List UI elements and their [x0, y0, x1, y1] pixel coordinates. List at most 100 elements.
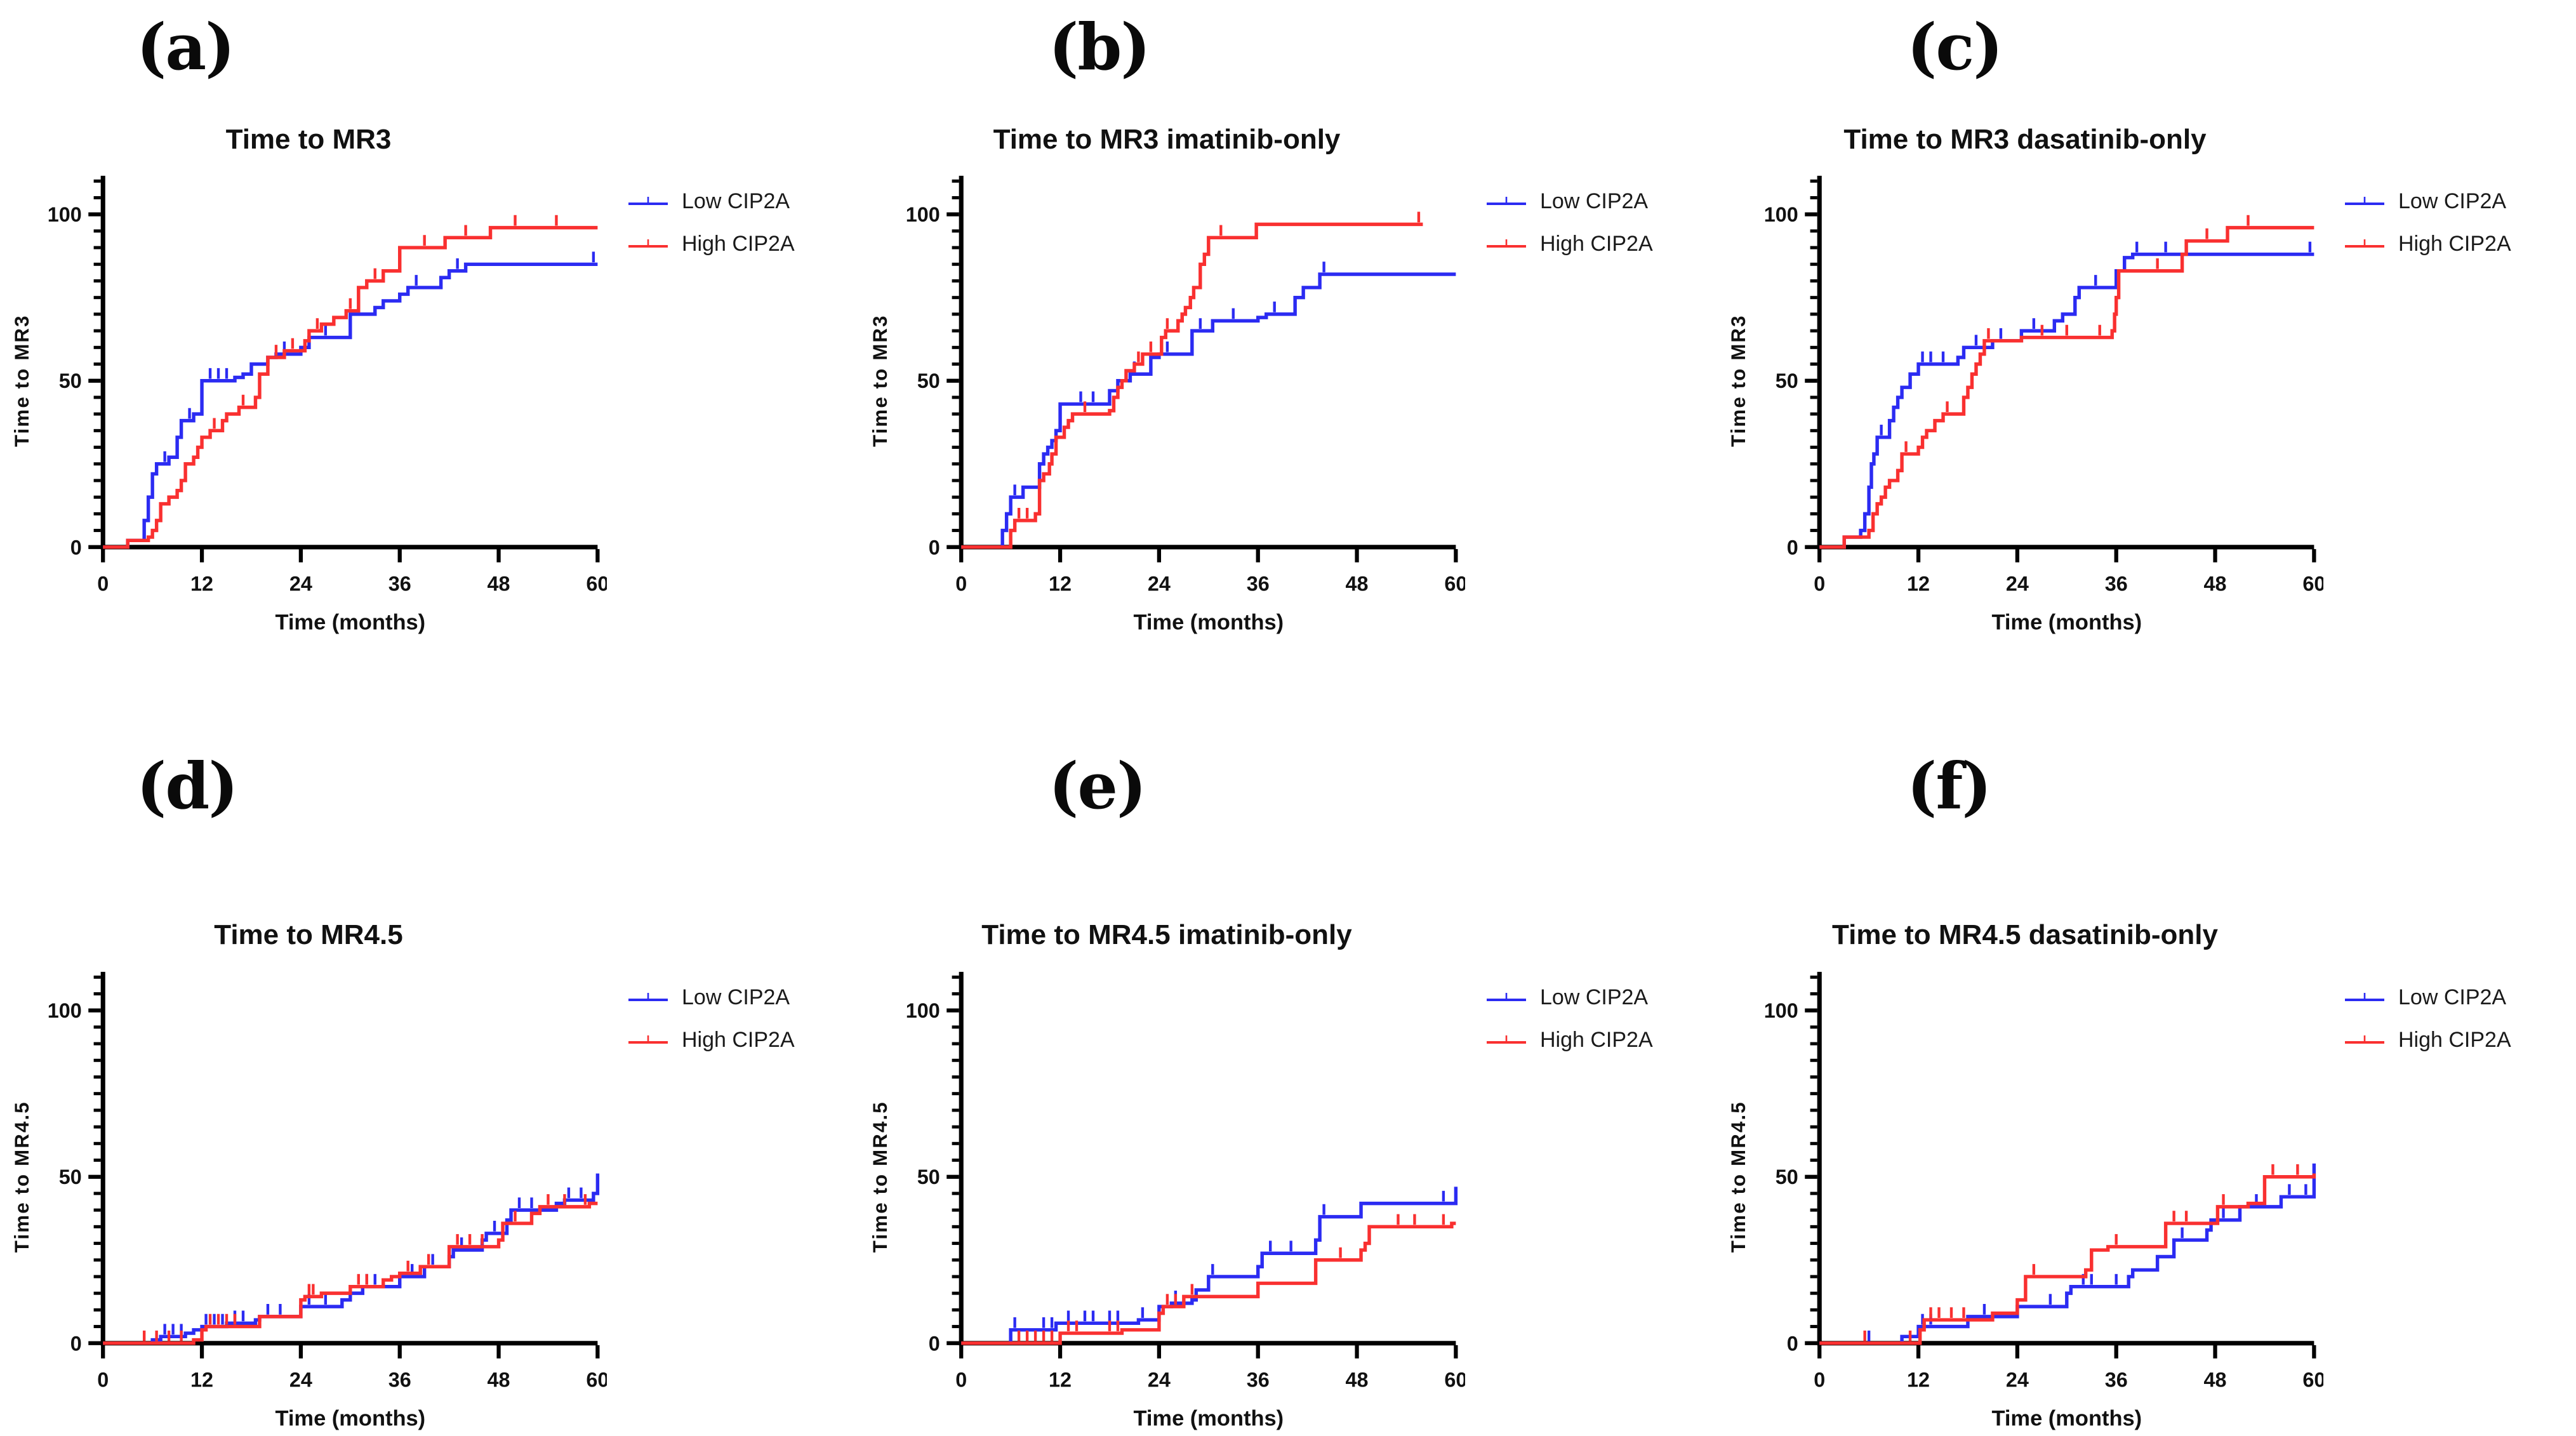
- legend-item-high: High CIP2A: [2344, 1028, 2511, 1053]
- svg-text:48: 48: [1346, 1369, 1369, 1392]
- svg-text:12: 12: [1907, 573, 1930, 595]
- svg-text:Time to MR4.5: Time to MR4.5: [869, 1101, 891, 1253]
- svg-text:Time (months): Time (months): [1991, 610, 2142, 634]
- svg-text:Time to MR4.5: Time to MR4.5: [1727, 1101, 1749, 1253]
- svg-text:50: 50: [1776, 369, 1798, 392]
- km-chart-d: 0 12 24 36 48 60 0 50 100 Time (months) Time to MR…: [11, 971, 607, 1430]
- panel-letter-e: (e): [1049, 748, 1146, 823]
- km-chart-f: 0 12 24 36 48 60 0 50 100 Time (months) Time to MR…: [1727, 971, 2323, 1430]
- svg-text:36: 36: [2105, 573, 2128, 595]
- svg-text:0: 0: [97, 573, 109, 595]
- svg-text:100: 100: [1764, 999, 1798, 1022]
- legend-label-high: High CIP2A: [1540, 232, 1653, 256]
- svg-text:100: 100: [48, 999, 82, 1022]
- svg-text:60: 60: [2302, 573, 2323, 595]
- km-chart-c: 0 12 24 36 48 60 0 50 100 Time (months) Time to MR…: [1727, 175, 2323, 634]
- legend-item-high: High CIP2A: [627, 232, 795, 256]
- high-cip2a-line-marker-icon: [2345, 1035, 2384, 1044]
- legend-item-high: High CIP2A: [1485, 232, 1653, 256]
- chart-title-a: Time to MR3: [225, 124, 392, 155]
- legend-label-low: Low CIP2A: [682, 189, 790, 213]
- legend-item-low: Low CIP2A: [2344, 985, 2511, 1010]
- panel-d: (d) Time to MR4.5 0 12 24 36 48 60 0 50 100 Time …: [0, 674, 858, 1431]
- legend-c: Low CIP2A High CIP2A: [2344, 189, 2511, 256]
- low-cip2a-line-marker-icon: [1487, 196, 1526, 205]
- legend-item-low: Low CIP2A: [1485, 985, 1653, 1010]
- legend-label-high: High CIP2A: [682, 1028, 795, 1052]
- panel-letter-a: (a): [136, 10, 235, 84]
- chart-title-b: Time to MR3 imatinib-only: [993, 124, 1341, 155]
- legend-item-low: Low CIP2A: [1485, 189, 1653, 214]
- svg-text:100: 100: [48, 203, 82, 226]
- chart-title-e: Time to MR4.5 imatinib-only: [981, 919, 1352, 950]
- legend-label-low: Low CIP2A: [1540, 985, 1649, 1009]
- chart-title-d: Time to MR4.5: [214, 919, 403, 950]
- svg-text:Time (months): Time (months): [1133, 1406, 1284, 1430]
- svg-text:60: 60: [586, 1369, 607, 1392]
- svg-text:Time to MR3: Time to MR3: [1727, 314, 1749, 447]
- svg-text:Time (months): Time (months): [1133, 610, 1284, 634]
- svg-text:50: 50: [917, 369, 940, 392]
- panel-letter-f: (f): [1907, 748, 1992, 823]
- svg-text:100: 100: [906, 203, 940, 226]
- svg-text:24: 24: [1148, 573, 1171, 595]
- svg-text:36: 36: [388, 573, 411, 595]
- legend-f: Low CIP2A High CIP2A: [2344, 985, 2511, 1053]
- km-chart-a: 0 12 24 36 48 60 0 50 100 Time (months) Time to MR…: [11, 175, 607, 634]
- low-cip2a-line-marker-icon: [2345, 196, 2384, 205]
- km-chart-e: 0 12 24 36 48 60 0 50 100 Time (months) Time to MR…: [869, 971, 1465, 1430]
- svg-text:24: 24: [2006, 573, 2029, 595]
- panel-letter-d: (d): [136, 748, 239, 823]
- svg-text:24: 24: [1148, 1369, 1171, 1392]
- svg-text:0: 0: [929, 536, 940, 559]
- svg-text:48: 48: [488, 573, 510, 595]
- svg-text:Time (months): Time (months): [1991, 1406, 2142, 1430]
- svg-text:0: 0: [97, 1369, 109, 1392]
- svg-text:48: 48: [488, 1369, 510, 1392]
- svg-text:36: 36: [1247, 573, 1270, 595]
- svg-text:48: 48: [2204, 573, 2227, 595]
- svg-text:0: 0: [955, 573, 967, 595]
- svg-text:60: 60: [586, 573, 607, 595]
- svg-text:36: 36: [2105, 1369, 2128, 1392]
- svg-text:50: 50: [1776, 1166, 1798, 1188]
- legend-d: Low CIP2A High CIP2A: [627, 985, 795, 1053]
- svg-text:50: 50: [917, 1166, 940, 1188]
- legend-item-low: Low CIP2A: [627, 189, 795, 214]
- svg-text:24: 24: [289, 573, 312, 595]
- high-cip2a-line-marker-icon: [628, 239, 668, 248]
- svg-text:48: 48: [2204, 1369, 2227, 1392]
- svg-text:Time (months): Time (months): [275, 610, 425, 634]
- high-cip2a-line-marker-icon: [1487, 239, 1526, 248]
- svg-text:60: 60: [1444, 573, 1465, 595]
- svg-text:0: 0: [1814, 573, 1825, 595]
- legend-item-high: High CIP2A: [627, 1028, 795, 1053]
- svg-text:0: 0: [929, 1332, 940, 1355]
- panel-letter-b: (b): [1049, 10, 1151, 84]
- svg-text:Time (months): Time (months): [275, 1406, 425, 1430]
- svg-text:0: 0: [1787, 536, 1798, 559]
- low-cip2a-line-marker-icon: [628, 992, 668, 1001]
- svg-text:100: 100: [1764, 203, 1798, 226]
- svg-text:24: 24: [289, 1369, 312, 1392]
- legend-label-high: High CIP2A: [2398, 1028, 2511, 1052]
- chart-title-f: Time to MR4.5 dasatinib-only: [1832, 919, 2218, 950]
- legend-item-low: Low CIP2A: [627, 985, 795, 1010]
- svg-text:Time to MR4.5: Time to MR4.5: [11, 1101, 33, 1253]
- legend-label-low: Low CIP2A: [2398, 985, 2507, 1009]
- low-cip2a-line-marker-icon: [2345, 992, 2384, 1001]
- panel-f: (f) Time to MR4.5 dasatinib-only 0 12 24 36…: [1716, 674, 2575, 1431]
- legend-a: Low CIP2A High CIP2A: [627, 189, 795, 256]
- panel-b: (b) Time to MR3 imatinib-only 0 12 24 36 48 6…: [858, 0, 1716, 674]
- low-cip2a-line-marker-icon: [1487, 992, 1526, 1001]
- svg-text:60: 60: [2302, 1369, 2323, 1392]
- svg-text:60: 60: [1444, 1369, 1465, 1392]
- legend-label-high: High CIP2A: [2398, 232, 2511, 256]
- high-cip2a-line-marker-icon: [1487, 1035, 1526, 1044]
- km-chart-b: 0 12 24 36 48 60 0 50 100 Time (months) Time to MR…: [869, 175, 1465, 634]
- svg-text:Time to MR3: Time to MR3: [869, 314, 891, 447]
- svg-text:12: 12: [1907, 1369, 1930, 1392]
- svg-text:12: 12: [1049, 573, 1072, 595]
- svg-text:24: 24: [2006, 1369, 2029, 1392]
